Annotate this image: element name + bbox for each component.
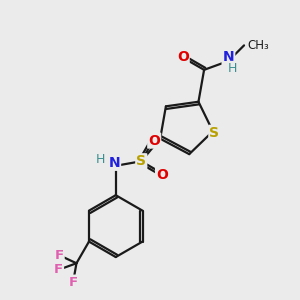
Text: S: S (136, 154, 146, 168)
Text: O: O (156, 168, 168, 182)
Text: F: F (69, 276, 78, 289)
Text: O: O (177, 50, 189, 64)
Text: N: N (223, 50, 234, 64)
Text: CH₃: CH₃ (247, 39, 269, 52)
Text: H: H (227, 62, 237, 75)
Text: F: F (55, 249, 64, 262)
Text: H: H (96, 153, 105, 166)
Text: N: N (109, 156, 120, 170)
Text: O: O (148, 134, 160, 148)
Text: F: F (54, 263, 63, 276)
Text: S: S (209, 126, 219, 140)
